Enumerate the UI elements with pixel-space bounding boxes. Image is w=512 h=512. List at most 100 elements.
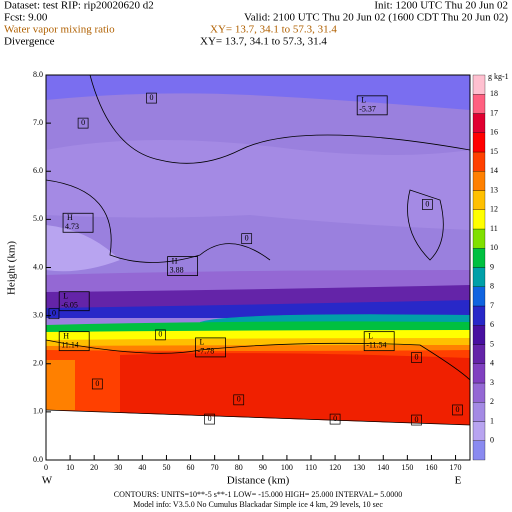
extremum-value: 11.14 bbox=[61, 340, 79, 349]
colorbar-label: 3 bbox=[490, 378, 494, 387]
colorbar-box bbox=[472, 440, 486, 461]
x-tick-label: 150 bbox=[401, 463, 413, 472]
y-tick-label: 8.0 bbox=[33, 70, 43, 79]
x-tick-label: 170 bbox=[450, 463, 462, 472]
contour-label: 0 bbox=[237, 395, 241, 404]
y-label: Height (km) bbox=[6, 241, 18, 295]
x-tick-label: 10 bbox=[66, 463, 74, 472]
colorbar-box bbox=[472, 228, 486, 249]
colorbar-label: 4 bbox=[490, 359, 494, 368]
fill bbox=[46, 225, 120, 272]
contour-label-box bbox=[329, 413, 341, 425]
extremum-box bbox=[62, 212, 94, 233]
colorbar-label: 17 bbox=[490, 108, 498, 117]
contour-info: CONTOURS: UNITS=10**-5 s**-1 LOW= -15.00… bbox=[114, 490, 402, 499]
y-tick-label: 1.0 bbox=[33, 407, 43, 416]
x-tick-label: 20 bbox=[90, 463, 98, 472]
colorbar-label: 14 bbox=[490, 166, 498, 175]
colorbar-label: 10 bbox=[490, 243, 498, 252]
extremum-kind: H bbox=[67, 213, 73, 222]
colorbar-box bbox=[472, 94, 486, 114]
colorbar-box bbox=[472, 113, 486, 133]
fill bbox=[46, 360, 75, 410]
contour-label-box bbox=[204, 413, 215, 425]
extremum-kind: L bbox=[200, 338, 205, 347]
colorbar-label: 7 bbox=[490, 301, 494, 310]
contour bbox=[45, 339, 471, 381]
extremum-box bbox=[195, 337, 226, 358]
x-tick-label: 140 bbox=[377, 463, 389, 472]
extremum-value: 4.73 bbox=[65, 222, 79, 231]
model-info: Model info: V3.5.0 No Cumulus Blackadar … bbox=[133, 500, 383, 509]
colorbar-label: 5 bbox=[490, 339, 494, 348]
x-tick-label: 70 bbox=[211, 463, 219, 472]
y-tick-label: 7.0 bbox=[33, 118, 43, 127]
e-label: E bbox=[455, 475, 462, 487]
colorbar-box bbox=[472, 305, 486, 326]
contour-label: 0 bbox=[415, 415, 419, 424]
colorbar-box bbox=[472, 344, 486, 364]
colorbar-box bbox=[472, 286, 486, 307]
extremum-value: -6.05 bbox=[61, 301, 78, 310]
fill bbox=[120, 353, 470, 425]
contour-label-box bbox=[422, 199, 433, 210]
fill bbox=[46, 321, 470, 332]
contour-label: 0 bbox=[333, 414, 337, 423]
y-tick-label: 0.0 bbox=[33, 455, 43, 464]
colorbar-label: 9 bbox=[490, 262, 494, 271]
x-tick-label: 100 bbox=[281, 463, 293, 472]
colorbar-label: 6 bbox=[490, 320, 494, 329]
extremum-kind: L bbox=[361, 96, 366, 105]
contour-label-box bbox=[146, 92, 157, 104]
extremum-kind: H bbox=[172, 256, 178, 265]
contour-label-box bbox=[411, 352, 422, 363]
x-tick-label: 130 bbox=[353, 463, 365, 472]
colorbar-box bbox=[472, 421, 486, 441]
xy1: XY= 13.7, 34.1 to 57.3, 31.4 bbox=[210, 24, 337, 36]
extremum-value: -5.37 bbox=[359, 105, 376, 114]
y-tick-label: 2.0 bbox=[33, 359, 43, 368]
colorbar-box bbox=[472, 190, 486, 210]
extremum-kind: L bbox=[63, 292, 68, 301]
colorbar-label: 0 bbox=[490, 436, 494, 445]
y-tick-label: 5.0 bbox=[33, 214, 43, 223]
y-tick-label: 6.0 bbox=[33, 166, 43, 175]
colorbar-box bbox=[472, 132, 486, 153]
colorbar-box bbox=[472, 382, 486, 403]
x-tick-label: 80 bbox=[235, 463, 243, 472]
y-tick-label: 4.0 bbox=[33, 262, 43, 271]
colorbar-box bbox=[472, 248, 486, 268]
colorbar-box bbox=[472, 171, 486, 191]
extremum-box bbox=[58, 331, 90, 352]
w-label: W bbox=[42, 475, 53, 487]
contour-label: 0 bbox=[81, 118, 85, 127]
colorbar-label: 1 bbox=[490, 416, 494, 425]
fill bbox=[46, 140, 470, 230]
terrain bbox=[45, 409, 471, 426]
x-tick-label: 0 bbox=[44, 463, 48, 472]
extremum-value: 3.88 bbox=[170, 265, 184, 274]
colorbar-box bbox=[472, 325, 486, 345]
contour-label-box bbox=[155, 329, 166, 341]
colorbar-label: 16 bbox=[490, 128, 498, 137]
contour bbox=[45, 179, 271, 263]
contour-label: 0 bbox=[158, 330, 162, 339]
colorbar-box bbox=[472, 363, 486, 384]
x-label: Distance (km) bbox=[227, 475, 290, 487]
extremum-box bbox=[167, 256, 199, 276]
y-tick-label: 3.0 bbox=[33, 310, 43, 319]
contour-label: 0 bbox=[150, 93, 154, 102]
extremum-value: -11.54 bbox=[366, 340, 386, 349]
x-tick-label: 40 bbox=[138, 463, 146, 472]
contour-label: 0 bbox=[95, 379, 99, 388]
x-tick-label: 60 bbox=[187, 463, 195, 472]
valid: Valid: 2100 UTC Thu 20 Jun 02 (1600 CDT … bbox=[244, 12, 508, 24]
colorbar-box bbox=[472, 209, 486, 230]
fcst: Fcst: 9.00 bbox=[4, 12, 48, 24]
colorbar-label: 18 bbox=[490, 89, 498, 98]
colorbar-label: 2 bbox=[490, 397, 494, 406]
x-tick-label: 30 bbox=[114, 463, 122, 472]
extremum-value: -7.78 bbox=[198, 347, 215, 356]
colorbar-box bbox=[472, 402, 486, 422]
